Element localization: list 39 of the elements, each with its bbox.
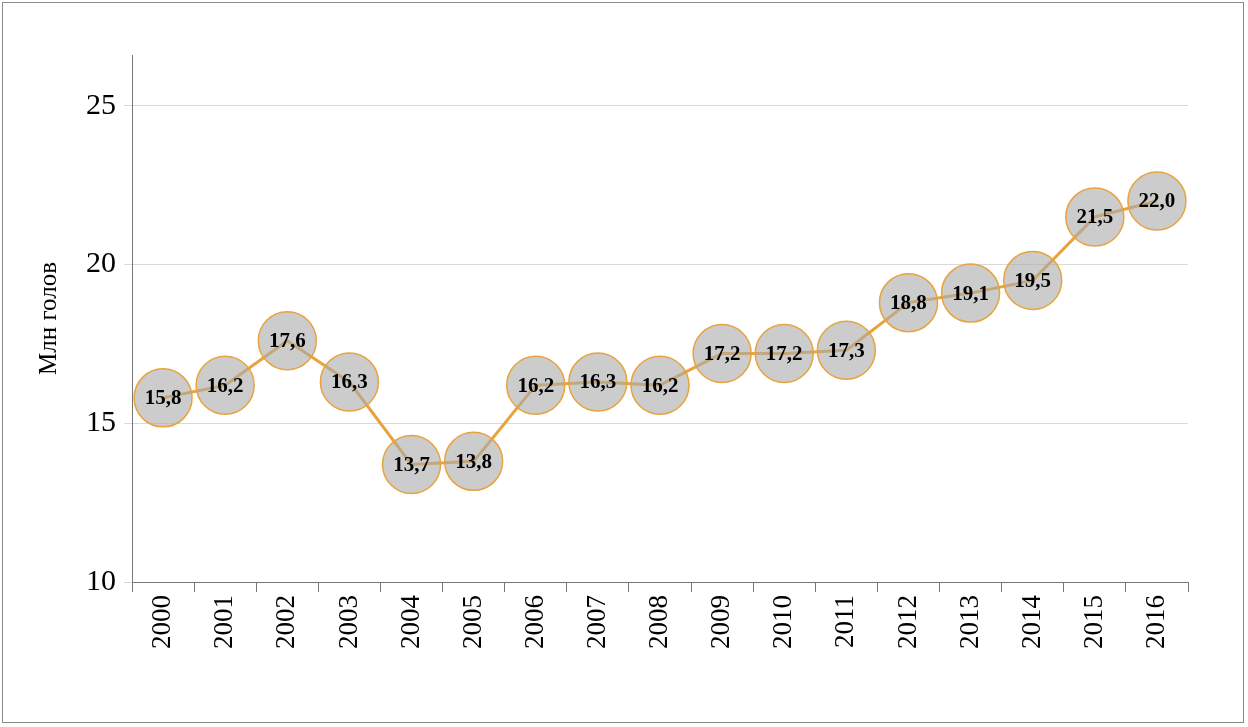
data-label: 17,3	[827, 337, 865, 362]
data-label: 16,3	[331, 369, 368, 394]
data-label: 16,2	[641, 372, 679, 397]
data-label: 17,2	[765, 340, 803, 365]
x-tick-label: 2004	[394, 594, 425, 649]
x-tick-label: 2005	[456, 595, 487, 649]
x-tick-label: 2012	[891, 595, 922, 649]
data-label: 18,8	[890, 290, 927, 315]
x-tick-label: 2000	[146, 595, 177, 649]
data-label: 16,2	[206, 372, 244, 397]
y-tick-label: 25	[86, 86, 116, 120]
x-tick-label: 2002	[270, 595, 301, 649]
x-tick-label: 2003	[332, 595, 363, 649]
x-tick-label: 2008	[643, 595, 674, 649]
x-tick-label: 2010	[767, 595, 798, 649]
data-label: 15,8	[144, 385, 182, 410]
y-tick-label: 15	[86, 404, 116, 438]
y-axis-title: Млн голов	[33, 262, 61, 375]
data-label: 16,2	[517, 372, 555, 397]
x-tick-label: 2016	[1140, 595, 1171, 649]
data-label: 21,5	[1076, 204, 1114, 229]
data-label: 13,7	[393, 451, 430, 476]
data-label: 19,1	[952, 280, 989, 305]
x-tick-label: 2001	[208, 595, 239, 649]
x-tick-label: 2013	[953, 595, 984, 649]
data-label: 16,3	[579, 369, 617, 394]
x-tick-label: 2006	[518, 595, 549, 649]
y-tick-label: 10	[86, 562, 116, 596]
data-label: 13,8	[455, 448, 493, 473]
y-tick-label: 20	[86, 245, 116, 279]
data-label: 17,6	[268, 328, 306, 353]
data-label: 17,2	[703, 340, 741, 365]
x-tick-label: 2011	[829, 595, 860, 648]
x-tick-label: 2015	[1077, 595, 1108, 649]
data-label: 19,5	[1014, 267, 1052, 292]
x-tick-label: 2009	[705, 595, 736, 649]
x-tick-label: 2007	[580, 595, 611, 649]
data-label: 22,0	[1138, 188, 1176, 213]
x-tick-label: 2014	[1015, 594, 1046, 649]
